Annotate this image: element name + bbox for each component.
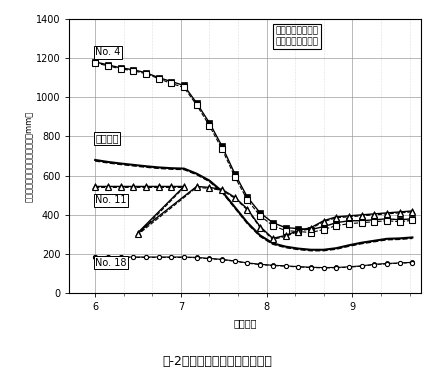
Text: No. 4: No. 4: [95, 47, 121, 57]
Text: 全体平均: 全体平均: [95, 133, 118, 143]
Text: 塗りつぶし：実線
白抜き　　：試算: 塗りつぶし：実線 白抜き ：試算: [275, 27, 318, 46]
Text: No. 18: No. 18: [95, 258, 127, 268]
Text: No. 11: No. 11: [95, 195, 127, 205]
Y-axis label: 貯水量高（貯水量／満水面積、mm）: 貯水量高（貯水量／満水面積、mm）: [26, 111, 34, 202]
X-axis label: 月（旬）: 月（旬）: [233, 318, 257, 328]
Text: 図-2　主な溜池貯水量高の推移: 図-2 主な溜池貯水量高の推移: [162, 355, 272, 368]
